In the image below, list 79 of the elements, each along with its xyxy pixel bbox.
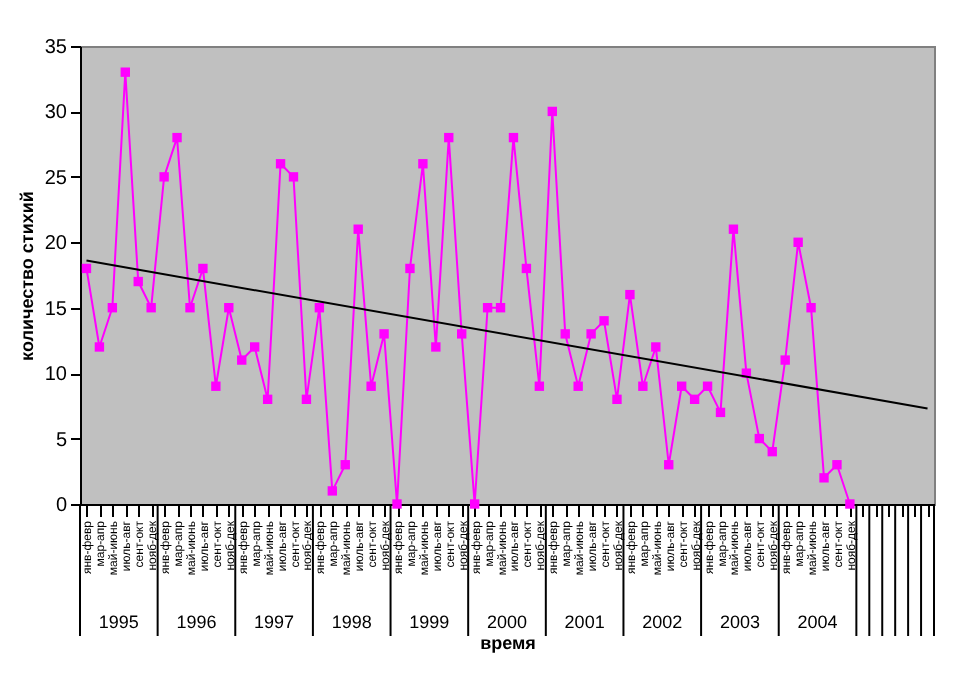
point — [806, 303, 816, 313]
point — [133, 276, 143, 287]
point — [314, 303, 325, 313]
point — [676, 381, 687, 391]
text: 2002 — [642, 612, 683, 632]
point — [262, 394, 273, 404]
point — [482, 303, 493, 313]
point — [573, 381, 583, 391]
point — [159, 172, 169, 182]
y-tick-label: 30 — [44, 102, 68, 125]
point — [547, 106, 557, 117]
text: 1997 — [254, 612, 295, 632]
point — [366, 381, 376, 391]
point — [508, 132, 519, 143]
point — [249, 342, 260, 352]
point — [405, 263, 415, 274]
point — [534, 381, 545, 391]
point — [392, 499, 402, 509]
point — [431, 342, 441, 352]
text: 2000 — [486, 612, 528, 632]
point — [211, 381, 221, 391]
point — [521, 263, 532, 274]
point — [780, 355, 790, 365]
point — [301, 394, 312, 404]
point — [702, 381, 713, 391]
point — [94, 342, 105, 352]
text: 1999 — [409, 612, 450, 632]
text: 1998 — [331, 612, 372, 632]
point — [146, 303, 156, 313]
point — [612, 394, 622, 404]
point — [288, 172, 299, 182]
point — [767, 446, 777, 457]
point — [444, 132, 454, 143]
text: 2004 — [797, 612, 838, 632]
point — [651, 342, 661, 352]
text: 1996 — [176, 612, 217, 632]
text: 2003 — [719, 612, 760, 632]
point — [793, 237, 803, 247]
point — [224, 303, 234, 313]
point — [819, 473, 829, 483]
point — [586, 329, 596, 339]
point — [638, 381, 648, 391]
point — [81, 263, 92, 274]
point — [107, 303, 118, 313]
point — [715, 407, 726, 418]
point — [664, 460, 674, 470]
point — [495, 303, 506, 313]
text: 2001 — [564, 612, 605, 632]
y-tick-label: 5 — [55, 429, 68, 452]
y-tick-label: 15 — [44, 298, 68, 321]
y-tick-label: 35 — [44, 37, 68, 59]
y-tick-label: 20 — [44, 233, 68, 256]
text: 1995 — [98, 612, 139, 632]
point — [457, 329, 467, 339]
y-tick-label: 25 — [44, 167, 68, 190]
point — [198, 263, 208, 274]
point — [418, 159, 428, 169]
point — [689, 394, 700, 404]
point — [625, 289, 635, 300]
point — [237, 355, 247, 365]
point — [353, 224, 363, 234]
point — [340, 460, 350, 470]
y-tick-label: 0 — [55, 495, 68, 517]
x-axis-title: время — [480, 633, 536, 654]
y-tick-label: 10 — [44, 364, 68, 387]
point — [120, 67, 130, 77]
y-axis-title: количество стихий — [16, 191, 37, 361]
point — [754, 433, 765, 444]
point — [275, 159, 286, 169]
point — [599, 316, 609, 326]
point — [845, 499, 855, 509]
point — [379, 329, 389, 339]
point — [560, 329, 570, 339]
point — [728, 224, 739, 234]
point — [469, 499, 480, 509]
point — [185, 303, 195, 313]
point — [172, 132, 182, 143]
point — [832, 460, 842, 470]
point — [327, 486, 338, 496]
